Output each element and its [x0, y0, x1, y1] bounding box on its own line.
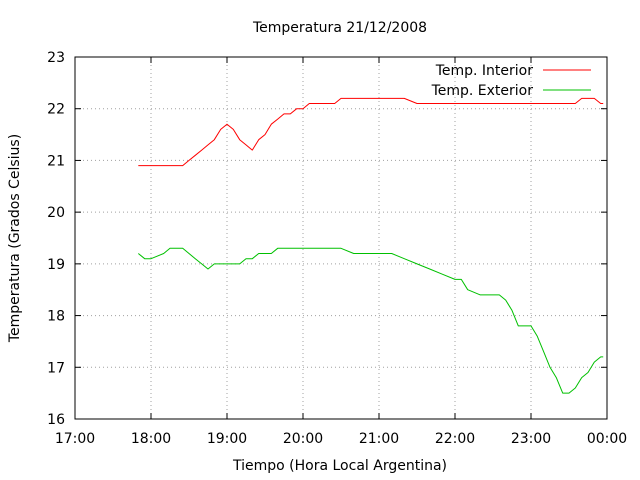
y-tick-label: 16 [47, 412, 65, 428]
y-tick-label: 22 [47, 102, 65, 118]
x-tick-label: 23:00 [511, 431, 551, 447]
x-axis-title: Tiempo (Hora Local Argentina) [232, 458, 447, 474]
legend: Temp. Interior Temp. Exterior [431, 63, 591, 99]
legend-label: Temp. Exterior [431, 83, 534, 99]
y-tick-label: 19 [47, 257, 65, 273]
series-line-interior [138, 97, 604, 167]
series-group [137, 97, 604, 394]
x-tick-label: 17:00 [55, 431, 95, 447]
y-tick-label: 23 [47, 50, 65, 66]
x-tick-label: 22:00 [435, 431, 475, 447]
y-axis-title: Temperatura (Grados Celsius) [7, 134, 23, 343]
plot-frame [74, 56, 608, 420]
x-tick-label: 18:00 [131, 431, 171, 447]
x-tick-label: 20:00 [283, 431, 323, 447]
legend-label: Temp. Interior [435, 63, 534, 79]
chart-title: Temperatura 21/12/2008 [252, 20, 427, 36]
y-tick-label: 17 [47, 360, 65, 376]
series-line-exterior [137, 247, 604, 394]
grid [75, 57, 607, 419]
y-tick-label: 20 [47, 205, 65, 221]
x-tick-label: 19:00 [207, 431, 247, 447]
x-tick-label: 21:00 [359, 431, 399, 447]
y-tick-label: 21 [47, 153, 65, 169]
x-tick-label: 00:00 [587, 431, 627, 447]
y-tick-label: 18 [47, 309, 65, 325]
axis-ticks: 17:00 18:00 19:00 20:00 21:00 22:00 23:00 00:00… [47, 50, 627, 447]
